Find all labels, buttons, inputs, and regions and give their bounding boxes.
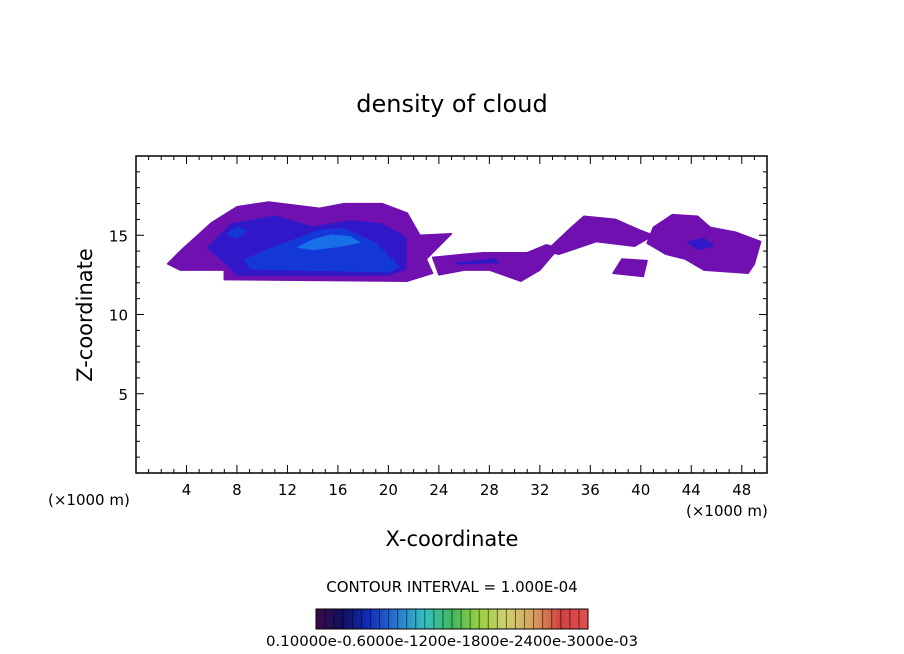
x-tick-label: 20 — [379, 481, 398, 499]
x-tick-label: 48 — [732, 481, 751, 499]
x-tick-label: 40 — [631, 481, 650, 499]
plot-frame — [135, 155, 768, 474]
y-axis-label: Z-coordinate — [73, 248, 97, 382]
x-tick-label: 8 — [232, 481, 242, 499]
x-tick-label: 44 — [682, 481, 701, 499]
cloud-region-right-cloud-a — [545, 215, 655, 256]
cloud-density-layer — [166, 201, 762, 282]
x-tick-label: 28 — [480, 481, 499, 499]
y-tick-label: 10 — [109, 307, 128, 325]
chart-title: density of cloud — [356, 90, 547, 118]
y-tick-label: 15 — [109, 227, 128, 245]
cloud-region-right-small — [612, 258, 648, 278]
colorbar — [315, 608, 589, 630]
x-axis-label: X-coordinate — [386, 527, 519, 551]
cloud-region-right-cloud-b-core — [684, 236, 718, 252]
cloud-region-left-knot — [223, 224, 251, 241]
contour-interval-label: CONTOUR INTERVAL = 1.000E-04 — [326, 578, 577, 596]
x-tick-label: 36 — [581, 481, 600, 499]
colorbar-frame — [315, 608, 589, 630]
x-tick-label: 16 — [328, 481, 347, 499]
y-tick-label: 5 — [118, 386, 128, 404]
cloud-region-bridge-core — [450, 256, 503, 267]
x-tick-label: 4 — [182, 481, 192, 499]
x-unit-label: (×1000 m) — [686, 502, 768, 520]
x-tick-label: 24 — [429, 481, 448, 499]
cloud-region-main-peak — [293, 232, 364, 252]
x-tick-label: 32 — [530, 481, 549, 499]
z-unit-label: (×1000 m) — [48, 491, 130, 509]
colorbar-labels: 0.10000e-0.6000e-1200e-1800e-2400e-3000e… — [266, 634, 638, 650]
x-tick-label: 12 — [278, 481, 297, 499]
